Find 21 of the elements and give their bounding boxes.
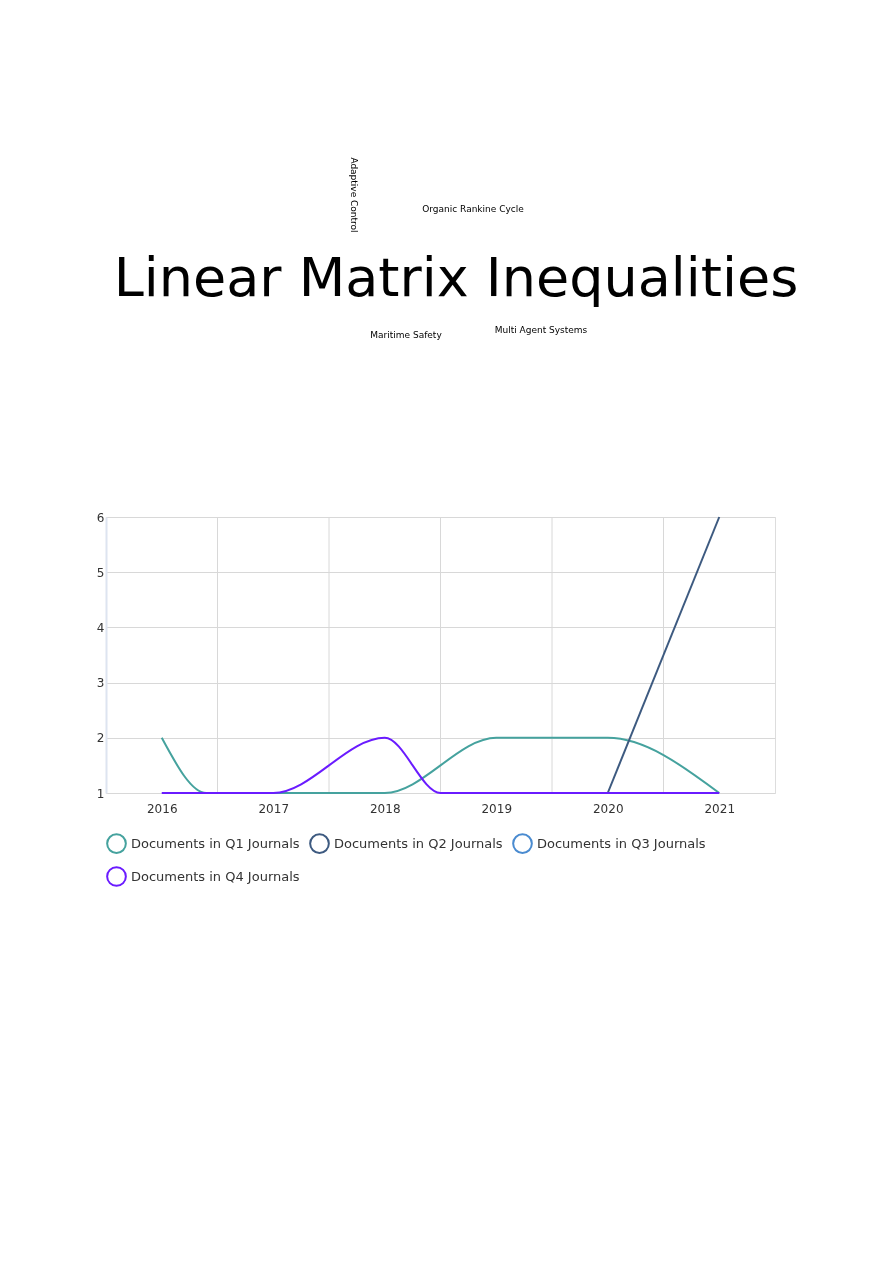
y-tick-label: 6 (96, 510, 105, 525)
y-tick-label: 1 (96, 786, 105, 801)
x-tick-label: 2017 (258, 801, 290, 816)
legend-label: Documents in Q3 Journals (537, 835, 706, 851)
x-tick-label: 2016 (146, 801, 178, 816)
x-tick-label: 2021 (704, 801, 736, 816)
chart-title: Linear Matrix Inequalities (113, 246, 799, 309)
legend-label: Documents in Q1 Journals (131, 835, 300, 851)
x-tick-label: 2019 (481, 801, 513, 816)
text: Adaptive Control (349, 157, 359, 233)
text: Organic Rankine Cycle (422, 204, 525, 214)
y-tick-label: 2 (96, 731, 105, 746)
x-tick-label: 2020 (592, 801, 624, 816)
y-tick-label: 4 (96, 620, 105, 635)
text: Multi Agent Systems (494, 325, 588, 335)
y-tick-label: 3 (96, 676, 105, 691)
y-tick-label: 5 (96, 565, 105, 580)
text: Maritime Safety (370, 330, 443, 340)
legend-label: Documents in Q4 Journals (131, 868, 300, 884)
x-tick-label: 2018 (369, 801, 401, 816)
legend-label: Documents in Q2 Journals (334, 835, 503, 851)
